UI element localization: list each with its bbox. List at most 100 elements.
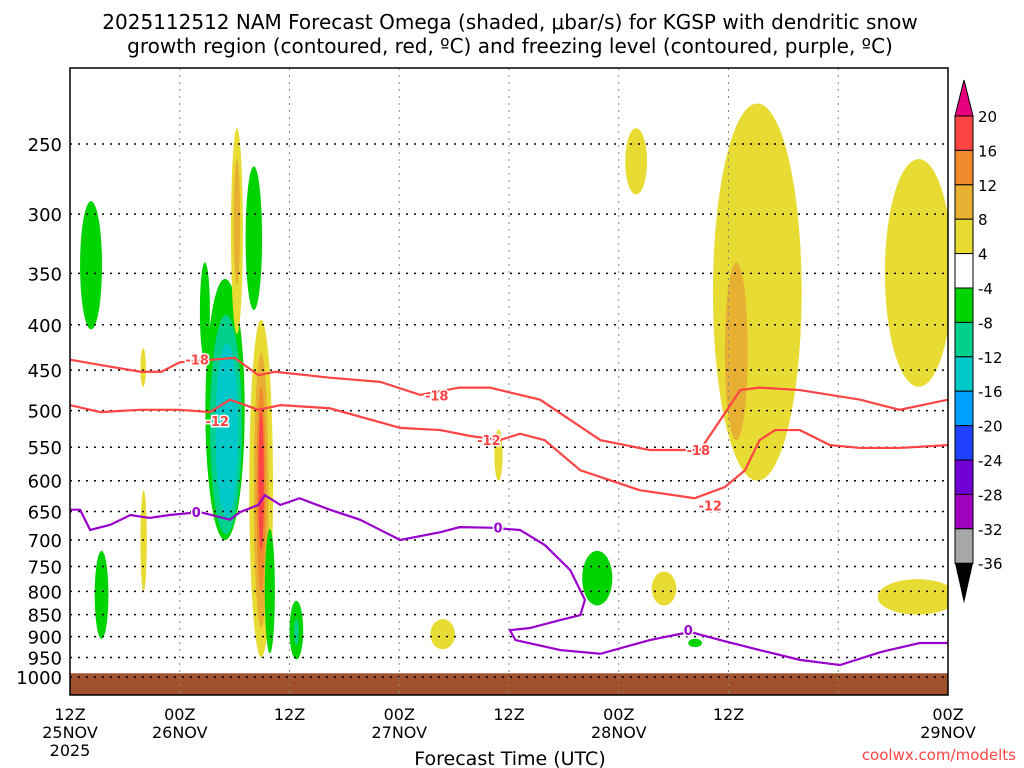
colorbar-label: -16 <box>978 383 1003 401</box>
y-tick-label: 900 <box>28 628 62 649</box>
colorbar-swatch-2 <box>954 184 974 220</box>
colorbar-swatch-3 <box>954 218 974 255</box>
x-tick-label-l3: 2025 <box>50 741 91 760</box>
omega-shade-25 <box>724 262 748 441</box>
x-tick-label-l1: 00Z <box>384 705 415 724</box>
x-tick-label-l2: 27NOV <box>371 723 427 742</box>
contour-label: -18 <box>425 390 449 405</box>
omega-shade-24 <box>712 103 802 481</box>
x-tick-label-l2: 25NOV <box>42 723 98 742</box>
y-tick-label: 750 <box>28 558 62 579</box>
chart-title-line2: growth region (contoured, red, ºC) and f… <box>127 34 893 58</box>
y-tick-label: 1000 <box>16 668 62 689</box>
contour-label: 0 <box>684 624 693 639</box>
x-tick-label-l2: 28NOV <box>591 723 647 742</box>
x-tick-label-l2: 26NOV <box>152 723 208 742</box>
colorbar-swatch-5 <box>954 287 974 323</box>
y-tick-label: 250 <box>28 135 62 156</box>
colorbar-label: -20 <box>978 418 1003 436</box>
omega-shade-17 <box>294 619 299 646</box>
omega-shade-10 <box>245 166 263 311</box>
contour-label: -12 <box>477 434 501 449</box>
contour-minus12-dgz-bottom <box>70 398 948 500</box>
x-tick-label-l1: 12Z <box>54 705 85 724</box>
colorbar-swatch-7 <box>954 356 974 392</box>
y-tick-label: 400 <box>28 316 62 337</box>
contour-label: -12 <box>205 415 229 430</box>
omega-shade-19 <box>494 429 503 481</box>
contour-label: -18 <box>687 444 711 459</box>
omega-shade-18 <box>430 619 456 650</box>
omega-shade-23 <box>688 638 702 648</box>
omega-shade-7 <box>215 343 239 518</box>
colorbar-label: -4 <box>978 280 993 298</box>
colorbar-bottom-arrow <box>955 563 973 604</box>
colorbar-swatch-4 <box>954 253 974 289</box>
colorbar-swatch-8 <box>954 390 974 427</box>
y-tick-label: 300 <box>28 205 62 226</box>
x-tick-label-l1: 00Z <box>932 705 963 724</box>
omega-shade-15 <box>264 528 275 654</box>
plot-area: -18 -12 -18 -12 -18 -12 0 0 0 <box>70 68 948 695</box>
x-tick-label-l2: 29NOV <box>920 723 976 742</box>
colorbar-label: -12 <box>978 349 1003 367</box>
colorbar-top-arrow <box>954 79 974 117</box>
colorbar-swatch-11 <box>954 493 974 530</box>
omega-shade-20 <box>582 550 613 606</box>
credit-text: coolwx.com/modelts <box>862 746 1016 764</box>
y-tick-label: 800 <box>28 582 62 603</box>
colorbar-swatch-1 <box>954 149 974 186</box>
y-tick-label: 550 <box>28 438 62 459</box>
omega-shade-9 <box>233 159 241 285</box>
colorbar-label: 4 <box>978 246 988 264</box>
colorbar-swatch-0 <box>954 115 974 151</box>
omega-shade-4 <box>199 262 210 360</box>
x-tick-label-l1: 00Z <box>603 705 634 724</box>
y-tick-label: 700 <box>28 531 62 552</box>
omega-shade-0 <box>80 201 103 330</box>
y-tick-label: 500 <box>28 402 62 423</box>
x-axis-label: Forecast Time (UTC) <box>414 748 605 768</box>
contour-label: 0 <box>192 506 201 521</box>
colorbar-label: -24 <box>978 452 1003 470</box>
omega-shade-27 <box>877 579 948 615</box>
omega-shade-1 <box>140 348 146 387</box>
contour-zero-freezing-level <box>70 493 948 667</box>
contour-label: -12 <box>698 500 722 515</box>
omega-shade-3 <box>94 550 109 639</box>
omega-shade-2 <box>140 490 147 592</box>
colorbar-label: -8 <box>978 314 993 332</box>
contour-label: 0 <box>494 522 503 537</box>
colorbar-swatch-12 <box>954 528 974 564</box>
y-tick-label: 850 <box>28 606 62 627</box>
y-tick-label: 650 <box>28 502 62 523</box>
contour-minus18-dgz-top <box>70 356 948 452</box>
omega-shade-21 <box>625 128 648 195</box>
colorbar-label: 20 <box>978 108 997 126</box>
colorbar-label: 8 <box>978 211 988 229</box>
y-tick-label: 600 <box>28 472 62 493</box>
contour-label: -18 <box>185 354 209 369</box>
colorbar-label: 16 <box>978 142 997 160</box>
omega-shade-26 <box>884 159 948 387</box>
colorbar-label: -28 <box>978 486 1003 504</box>
colorbar-label: 12 <box>978 177 997 195</box>
chart-title-line1: 2025112512 NAM Forecast Omega (shaded, μ… <box>102 10 917 34</box>
omega-shade-14 <box>258 410 264 551</box>
y-tick-label: 350 <box>28 264 62 285</box>
colorbar-swatch-9 <box>954 425 974 461</box>
x-tick-label-l1: 12Z <box>493 705 524 724</box>
x-tick-label-l1: 00Z <box>164 705 195 724</box>
x-tick-label-l1: 12Z <box>274 705 305 724</box>
x-tick-label-l1: 12Z <box>713 705 744 724</box>
y-tick-label: 450 <box>28 361 62 382</box>
colorbar-swatch-10 <box>954 459 974 495</box>
colorbar-label: -36 <box>978 555 1003 573</box>
colorbar-label: -32 <box>978 521 1003 539</box>
y-tick-label: 950 <box>28 648 62 669</box>
plot-frame <box>69 67 949 696</box>
omega-shade-22 <box>651 571 677 606</box>
colorbar-swatch-6 <box>954 321 974 358</box>
